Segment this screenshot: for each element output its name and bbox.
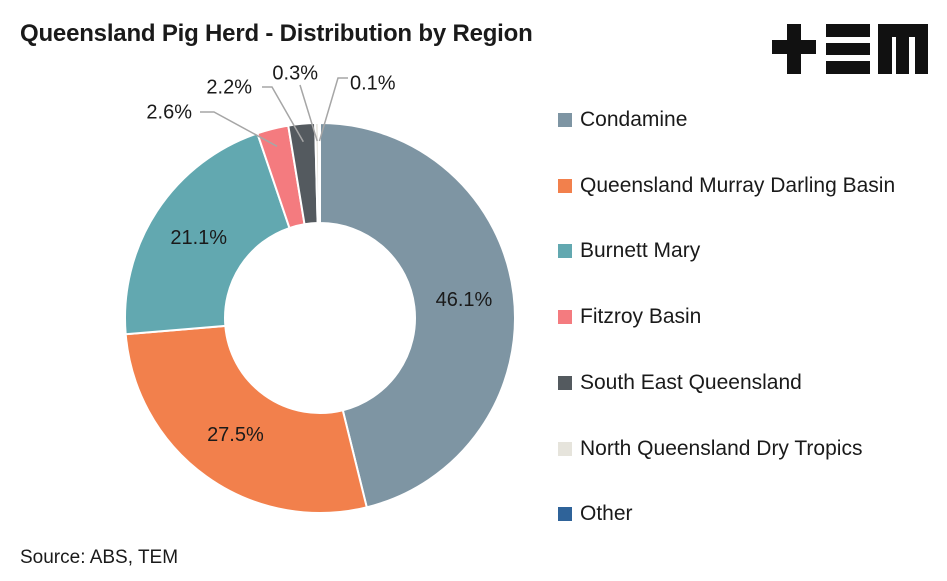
legend-item: Burnett Mary: [558, 239, 700, 263]
legend-swatch: [558, 310, 572, 325]
slice-other: [317, 121, 321, 225]
legend-swatch: [558, 244, 572, 259]
legend-label: North Queensland Dry Tropics: [580, 436, 863, 460]
legend-swatch: [558, 507, 572, 522]
legend-item: Other: [558, 502, 633, 526]
legend-item: Queensland Murray Darling Basin: [558, 174, 895, 198]
legend-label: Other: [580, 502, 633, 526]
slice-queensland-murray-darling-basin: [124, 324, 368, 514]
legend-item: Condamine: [558, 108, 687, 132]
legend-label: Condamine: [580, 108, 688, 131]
slice-label: 2.6%: [146, 101, 192, 123]
legend-swatch: [558, 441, 572, 456]
slice-label: 0.3%: [272, 62, 318, 84]
slice-label: 2.2%: [206, 76, 252, 98]
slice-label: 46.1%: [436, 289, 493, 311]
legend-swatch: [558, 375, 572, 390]
logo-bar: [826, 24, 870, 37]
logo-bar: [915, 24, 928, 74]
slice-label: 27.5%: [207, 424, 264, 446]
logo-bar: [787, 24, 801, 74]
leader-line: [299, 84, 318, 142]
legend-label: South East Queensland: [580, 370, 802, 394]
logo-bar: [896, 24, 909, 74]
legend-item: Fitzroy Basin: [558, 305, 701, 329]
slice-label: 0.1%: [350, 72, 396, 94]
legend-label: Queensland Murray Darling Basin: [580, 173, 896, 197]
legend-swatch: [558, 113, 572, 127]
legend-item: North Queensland Dry Tropics: [558, 437, 862, 461]
leader-line: [200, 111, 278, 147]
source-note: Source: ABS, TEM: [20, 547, 179, 568]
legend-label: Burnett Mary: [580, 239, 701, 263]
leader-line: [318, 77, 348, 142]
slice-burnett-mary: [124, 132, 291, 336]
legend-label: Fitzroy Basin: [580, 305, 702, 329]
legend-swatch: [558, 178, 572, 193]
logo-bar: [826, 43, 870, 55]
logo-bar: [826, 61, 870, 74]
slice-condamine: [319, 121, 516, 509]
chart-title: Queensland Pig Herd - Distribution by Re…: [20, 20, 533, 47]
tem-logo: [772, 24, 928, 74]
leader-line: [262, 86, 304, 143]
legend-item: South East Queensland: [558, 371, 802, 395]
slice-label: 21.1%: [170, 227, 227, 249]
